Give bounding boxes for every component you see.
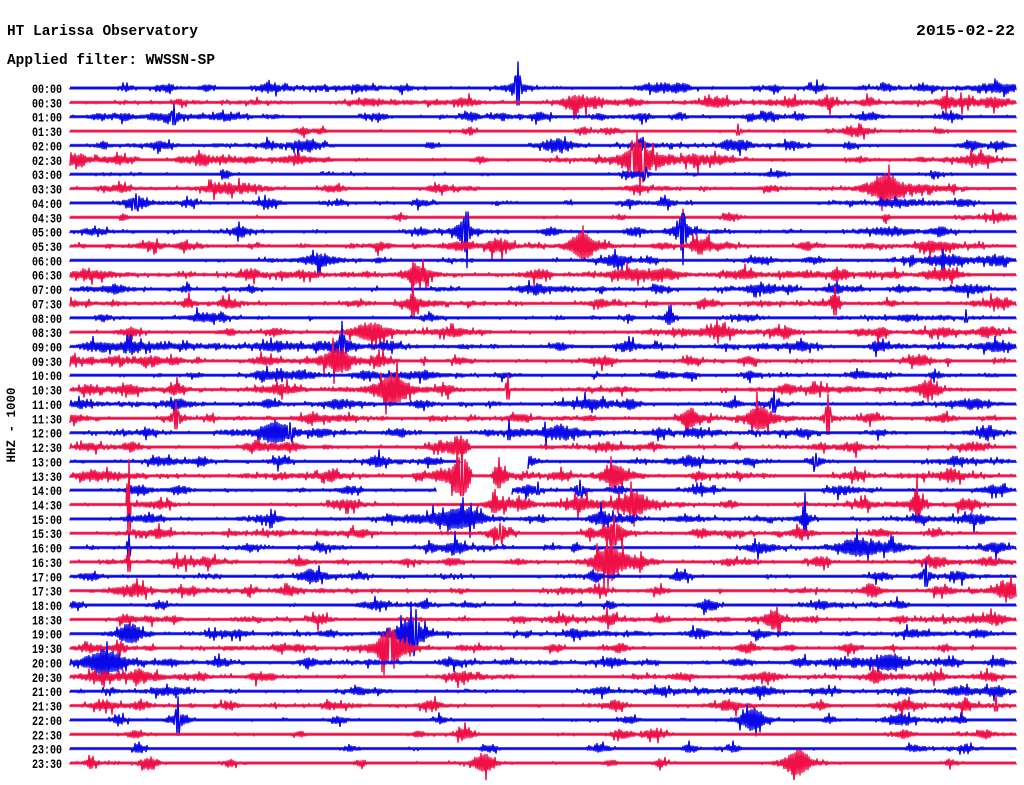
svg-text:05:00: 05:00 xyxy=(32,226,62,241)
svg-text:08:30: 08:30 xyxy=(32,326,62,341)
svg-text:02:00: 02:00 xyxy=(32,139,62,154)
svg-text:07:00: 07:00 xyxy=(32,283,62,298)
svg-text:06:30: 06:30 xyxy=(32,269,62,284)
svg-text:02:30: 02:30 xyxy=(32,154,62,169)
svg-text:01:00: 01:00 xyxy=(32,111,62,126)
svg-text:11:00: 11:00 xyxy=(32,398,62,413)
svg-text:00:30: 00:30 xyxy=(32,96,62,111)
svg-text:14:30: 14:30 xyxy=(32,499,62,514)
svg-text:Applied filter: WWSSN-SP: Applied filter: WWSSN-SP xyxy=(7,52,215,69)
svg-text:06:00: 06:00 xyxy=(32,254,62,269)
svg-text:18:00: 18:00 xyxy=(32,599,62,614)
svg-text:12:00: 12:00 xyxy=(32,427,62,442)
svg-text:10:30: 10:30 xyxy=(32,384,62,399)
svg-text:01:30: 01:30 xyxy=(32,125,62,140)
svg-text:16:00: 16:00 xyxy=(32,542,62,557)
svg-text:23:30: 23:30 xyxy=(32,757,62,772)
svg-text:HT Larissa Observatory: HT Larissa Observatory xyxy=(7,23,198,40)
svg-text:07:30: 07:30 xyxy=(32,297,62,312)
svg-text:20:00: 20:00 xyxy=(32,657,62,672)
svg-text:13:00: 13:00 xyxy=(32,455,62,470)
svg-text:18:30: 18:30 xyxy=(32,613,62,628)
svg-text:14:00: 14:00 xyxy=(32,484,62,499)
svg-text:13:30: 13:30 xyxy=(32,470,62,485)
svg-text:19:00: 19:00 xyxy=(32,628,62,643)
svg-text:23:00: 23:00 xyxy=(32,743,62,758)
svg-text:22:00: 22:00 xyxy=(32,714,62,729)
svg-text:21:30: 21:30 xyxy=(32,700,62,715)
svg-text:08:00: 08:00 xyxy=(32,312,62,327)
svg-text:19:30: 19:30 xyxy=(32,642,62,657)
svg-text:16:30: 16:30 xyxy=(32,556,62,571)
svg-text:04:00: 04:00 xyxy=(32,197,62,212)
svg-text:09:00: 09:00 xyxy=(32,341,62,356)
svg-text:15:30: 15:30 xyxy=(32,527,62,542)
svg-text:22:30: 22:30 xyxy=(32,728,62,743)
svg-text:11:30: 11:30 xyxy=(32,412,62,427)
svg-text:03:30: 03:30 xyxy=(32,183,62,198)
svg-text:17:00: 17:00 xyxy=(32,570,62,585)
svg-text:12:30: 12:30 xyxy=(32,441,62,456)
svg-text:10:00: 10:00 xyxy=(32,369,62,384)
svg-text:04:30: 04:30 xyxy=(32,211,62,226)
svg-text:03:00: 03:00 xyxy=(32,168,62,183)
svg-text:00:00: 00:00 xyxy=(32,82,62,97)
svg-text:20:30: 20:30 xyxy=(32,671,62,686)
svg-text:17:30: 17:30 xyxy=(32,585,62,600)
svg-text:2015-02-22: 2015-02-22 xyxy=(916,23,1015,40)
svg-text:15:00: 15:00 xyxy=(32,513,62,528)
svg-text:05:30: 05:30 xyxy=(32,240,62,255)
svg-text:09:30: 09:30 xyxy=(32,355,62,370)
svg-text:21:00: 21:00 xyxy=(32,685,62,700)
svg-text:HHZ - 1000: HHZ - 1000 xyxy=(4,387,19,462)
